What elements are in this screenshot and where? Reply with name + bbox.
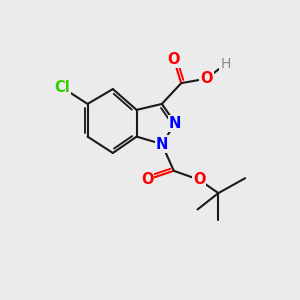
Text: O: O xyxy=(193,172,205,187)
Text: O: O xyxy=(167,52,180,67)
Text: N: N xyxy=(169,116,182,131)
Text: N: N xyxy=(156,136,168,152)
Text: O: O xyxy=(141,172,153,187)
Text: O: O xyxy=(200,71,213,86)
Text: H: H xyxy=(220,57,231,71)
Text: Cl: Cl xyxy=(54,80,70,95)
